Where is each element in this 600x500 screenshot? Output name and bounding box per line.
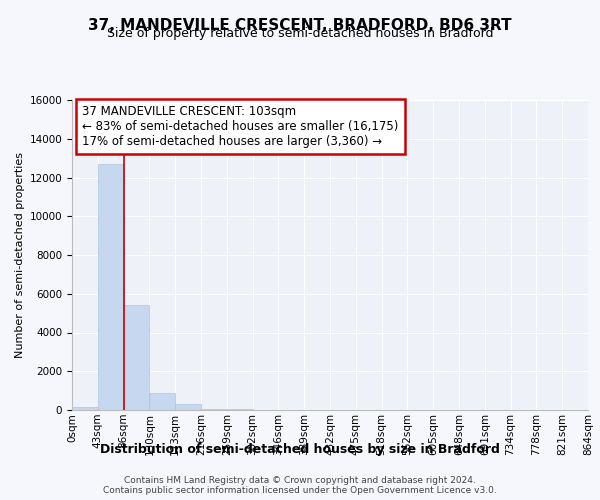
Bar <box>98 164 124 410</box>
Y-axis label: Number of semi-detached properties: Number of semi-detached properties <box>16 152 25 358</box>
Text: Contains HM Land Registry data © Crown copyright and database right 2024.: Contains HM Land Registry data © Crown c… <box>124 476 476 485</box>
Text: 37 MANDEVILLE CRESCENT: 103sqm
← 83% of semi-detached houses are smaller (16,175: 37 MANDEVILLE CRESCENT: 103sqm ← 83% of … <box>82 104 398 148</box>
Bar <box>175 404 201 410</box>
Text: Contains public sector information licensed under the Open Government Licence v3: Contains public sector information licen… <box>103 486 497 495</box>
Text: Distribution of semi-detached houses by size in Bradford: Distribution of semi-detached houses by … <box>100 442 500 456</box>
Text: 37, MANDEVILLE CRESCENT, BRADFORD, BD6 3RT: 37, MANDEVILLE CRESCENT, BRADFORD, BD6 3… <box>88 18 512 32</box>
Bar <box>124 306 149 410</box>
Bar <box>72 407 98 410</box>
Bar <box>149 392 175 410</box>
Bar <box>201 409 227 410</box>
Text: Size of property relative to semi-detached houses in Bradford: Size of property relative to semi-detach… <box>107 28 493 40</box>
